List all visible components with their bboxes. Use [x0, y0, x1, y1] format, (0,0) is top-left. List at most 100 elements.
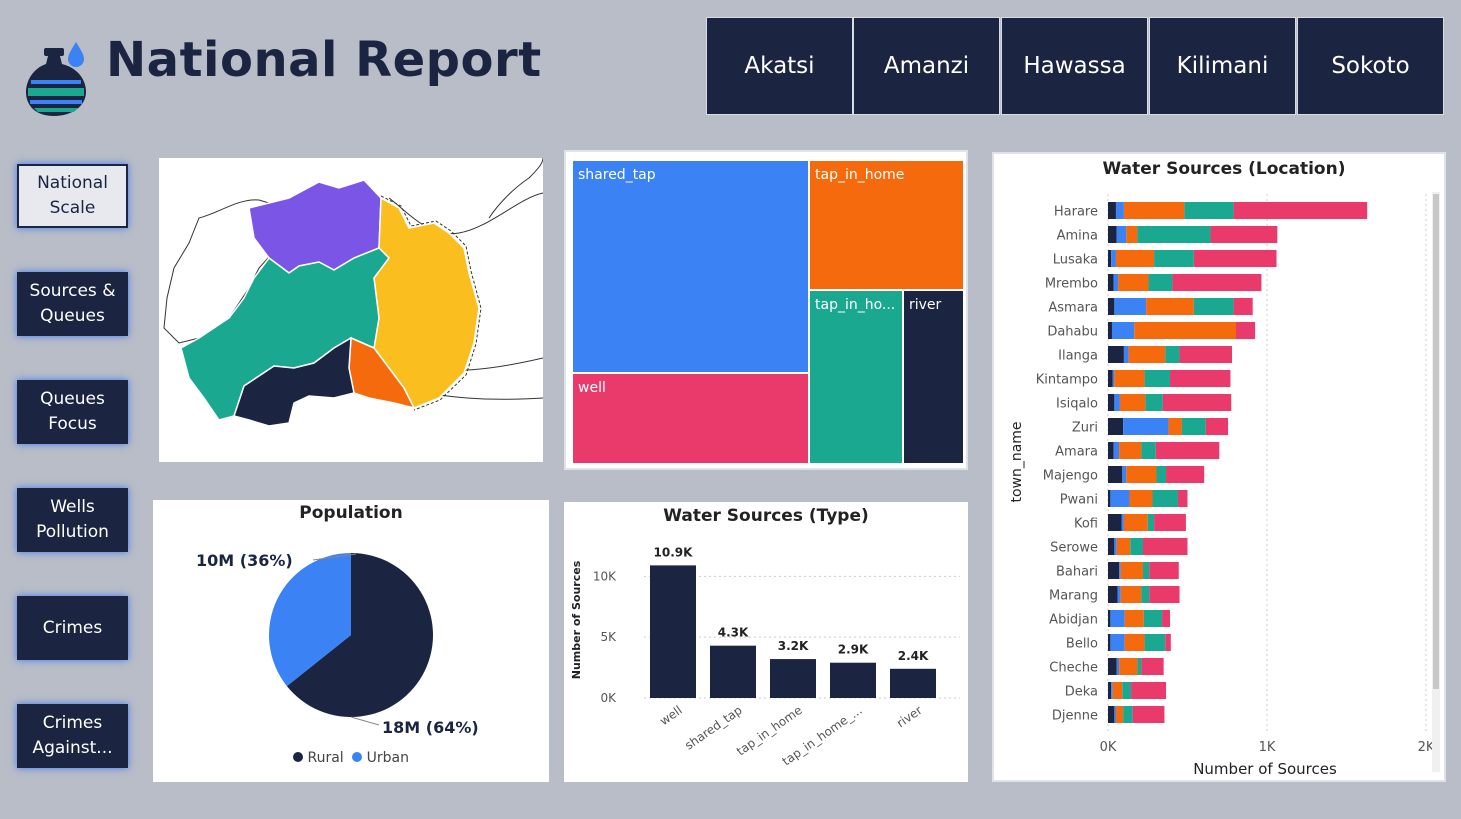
location-bar-segment[interactable] [1113, 274, 1119, 291]
location-bar-segment[interactable] [1108, 706, 1115, 723]
nav-national-scale[interactable]: National Scale [17, 164, 128, 228]
location-bar-segment[interactable] [1128, 346, 1166, 363]
location-bar-segment[interactable] [1179, 346, 1233, 363]
location-bar-segment[interactable] [1124, 634, 1145, 651]
location-bar-segment[interactable] [1116, 538, 1131, 555]
location-bar-segment[interactable] [1123, 418, 1169, 435]
location-bar-segment[interactable] [1162, 394, 1232, 411]
location-bar-segment[interactable] [1120, 586, 1142, 603]
location-bar-segment[interactable] [1108, 226, 1117, 243]
town-button-hawassa[interactable]: Hawassa [1001, 17, 1148, 115]
location-bar-segment[interactable] [1152, 490, 1178, 507]
treemap-tile-shared-tap[interactable]: shared_tap [572, 160, 809, 373]
location-bar-segment[interactable] [1142, 562, 1150, 579]
location-bar-segment[interactable] [1113, 442, 1120, 459]
town-button-sokoto[interactable]: Sokoto [1297, 17, 1444, 115]
location-bar-segment[interactable] [1108, 562, 1120, 579]
location-bar-segment[interactable] [1108, 466, 1123, 483]
map-panel[interactable] [159, 157, 544, 462]
pie-slice-rural[interactable] [286, 553, 434, 717]
location-bar-segment[interactable] [1149, 586, 1180, 603]
location-bar-segment[interactable] [1118, 274, 1149, 291]
location-bar-segment[interactable] [1124, 610, 1144, 627]
location-bar-segment[interactable] [1115, 250, 1155, 267]
location-bar-segment[interactable] [1108, 538, 1115, 555]
location-bar-segment[interactable] [1108, 490, 1111, 507]
location-bar-segment[interactable] [1108, 322, 1112, 339]
location-chart-panel[interactable]: Water Sources (Location) town_name Numbe… [992, 152, 1446, 782]
location-bar-segment[interactable] [1130, 538, 1143, 555]
location-bar-segment[interactable] [1111, 322, 1135, 339]
population-panel[interactable]: Population 10M (36%) 18M (64%) Rural Urb… [153, 500, 549, 782]
location-bar-segment[interactable] [1116, 226, 1127, 243]
location-bar-segment[interactable] [1148, 274, 1173, 291]
type-chart-panel[interactable]: Water Sources (Type) Number of Sources 1… [564, 502, 968, 782]
treemap-tile-well[interactable]: well [572, 373, 809, 464]
location-bar-segment[interactable] [1111, 682, 1113, 699]
location-bar-segment[interactable] [1131, 682, 1167, 699]
location-bar-segment[interactable] [1144, 634, 1166, 651]
location-bar-segment[interactable] [1108, 394, 1115, 411]
location-bar-segment[interactable] [1210, 226, 1278, 243]
location-bar-segment[interactable] [1235, 322, 1256, 339]
type-bar-tap_in_home_broken[interactable] [830, 662, 876, 698]
location-bar-segment[interactable] [1108, 274, 1114, 291]
location-bar-segment[interactable] [1112, 682, 1123, 699]
location-bar-segment[interactable] [1126, 226, 1138, 243]
location-bar-segment[interactable] [1108, 370, 1113, 387]
location-bar-segment[interactable] [1117, 586, 1121, 603]
nav-queues-focus[interactable]: Queues Focus [17, 380, 128, 444]
location-bar-segment[interactable] [1108, 586, 1118, 603]
location-bar-segment[interactable] [1165, 634, 1171, 651]
location-bar-segment[interactable] [1123, 346, 1129, 363]
location-bar-segment[interactable] [1108, 634, 1111, 651]
location-bar-segment[interactable] [1112, 370, 1115, 387]
location-bar-segment[interactable] [1119, 658, 1138, 675]
location-bar-segment[interactable] [1145, 394, 1163, 411]
location-bar-segment[interactable] [1143, 610, 1163, 627]
location-bar-segment[interactable] [1177, 490, 1188, 507]
location-bar-segment[interactable] [1165, 346, 1180, 363]
type-bar-well[interactable] [650, 565, 696, 698]
location-bar-segment[interactable] [1114, 370, 1145, 387]
location-bar-segment[interactable] [1170, 370, 1231, 387]
location-bar-segment[interactable] [1119, 394, 1146, 411]
location-bar-segment[interactable] [1156, 466, 1167, 483]
location-bar-segment[interactable] [1114, 394, 1120, 411]
location-bar-segment[interactable] [1137, 658, 1142, 675]
location-bar-segment[interactable] [1114, 298, 1147, 315]
town-button-akatsi[interactable]: Akatsi [706, 17, 853, 115]
location-bar-segment[interactable] [1123, 514, 1148, 531]
pie-slice-urban[interactable] [269, 553, 351, 687]
location-bar-segment[interactable] [1115, 202, 1124, 219]
location-bar-segment[interactable] [1129, 490, 1153, 507]
location-bar-segment[interactable] [1119, 442, 1142, 459]
type-bar-shared_tap[interactable] [710, 645, 756, 698]
location-bar-segment[interactable] [1166, 466, 1205, 483]
location-bar-segment[interactable] [1137, 226, 1211, 243]
location-bar-segment[interactable] [1193, 250, 1277, 267]
location-bar-segment[interactable] [1193, 298, 1234, 315]
nav-wells-pollution[interactable]: Wells Pollution [17, 488, 128, 552]
location-bar-segment[interactable] [1155, 442, 1220, 459]
type-bar-river[interactable] [890, 668, 936, 698]
nav-crimes-against[interactable]: Crimes Against... [17, 704, 128, 768]
nav-crimes[interactable]: Crimes [17, 596, 128, 660]
location-bar-segment[interactable] [1233, 298, 1253, 315]
location-bar-segment[interactable] [1110, 634, 1125, 651]
location-bar-segment[interactable] [1141, 442, 1156, 459]
location-bar-segment[interactable] [1181, 418, 1206, 435]
location-bar-segment[interactable] [1205, 418, 1229, 435]
location-bar-segment[interactable] [1111, 250, 1116, 267]
town-button-amanzi[interactable]: Amanzi [853, 17, 1000, 115]
location-bar-segment[interactable] [1108, 442, 1114, 459]
scrollbar-thumb[interactable] [1433, 194, 1439, 689]
location-bar-segment[interactable] [1110, 490, 1130, 507]
location-bar-segment[interactable] [1110, 610, 1125, 627]
location-bar-segment[interactable] [1108, 346, 1124, 363]
location-bar-segment[interactable] [1147, 514, 1155, 531]
location-bar-segment[interactable] [1154, 250, 1194, 267]
location-bar-segment[interactable] [1108, 658, 1117, 675]
location-bar-segment[interactable] [1114, 538, 1117, 555]
location-bar-segment[interactable] [1184, 202, 1234, 219]
